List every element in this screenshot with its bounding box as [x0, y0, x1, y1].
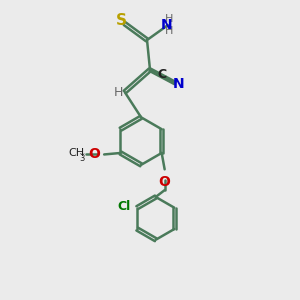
Text: CH: CH — [68, 148, 84, 158]
Text: N: N — [173, 77, 184, 91]
Text: O: O — [89, 148, 100, 161]
Text: H: H — [165, 14, 173, 24]
Text: O: O — [159, 175, 171, 189]
Text: H: H — [165, 26, 173, 35]
Text: 3: 3 — [79, 154, 84, 164]
Text: S: S — [116, 13, 127, 28]
Text: Cl: Cl — [117, 200, 131, 213]
Text: N: N — [160, 18, 172, 32]
Text: methoxy: methoxy — [80, 152, 86, 154]
Text: H: H — [113, 85, 123, 98]
Text: C: C — [158, 68, 167, 81]
